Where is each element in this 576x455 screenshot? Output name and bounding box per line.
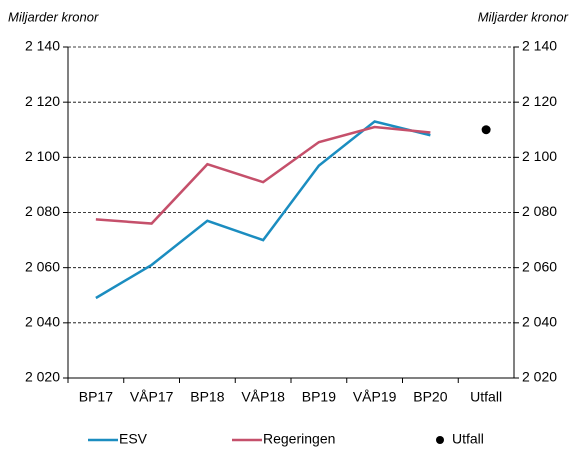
y-tick-label: 2 020 [25,369,60,385]
x-tick-label: VÅP18 [241,389,285,405]
x-tick-label: BP17 [79,389,113,405]
legend-marker [436,436,444,444]
x-tick-label: BP19 [302,389,336,405]
y-tick-label: 2 040 [25,314,60,330]
y-tick-label: 2 140 [25,38,60,54]
y-tick-label: 2 100 [25,148,60,164]
x-tick-label: BP18 [190,389,224,405]
legend-label: Utfall [452,431,484,447]
data-line [95,125,431,225]
y2-tick-label: 2 140 [522,38,557,54]
y2-tick-label: 2 100 [522,148,557,164]
data-line [95,120,431,300]
x-tick-label: Utfall [470,389,502,405]
y-tick-label: 2 060 [25,258,60,274]
y2-tick-label: 2 040 [522,314,557,330]
y-tick-label: 2 080 [25,203,60,219]
x-tick-label: BP20 [413,389,447,405]
y2-tick-label: 2 020 [522,369,557,385]
y2-tick-label: 2 120 [522,93,557,109]
legend-label: ESV [119,431,148,447]
x-tick-label: VÅP19 [353,389,397,405]
y2-tick-label: 2 080 [522,203,557,219]
x-tick-label: VÅP17 [130,389,174,405]
y-axis-title: Miljarder kronor [8,9,99,24]
data-point [481,125,491,135]
y-tick-label: 2 120 [25,93,60,109]
legend-label: Regeringen [263,431,335,447]
y2-tick-label: 2 060 [522,258,557,274]
y2-axis-title: Miljarder kronor [478,9,569,24]
